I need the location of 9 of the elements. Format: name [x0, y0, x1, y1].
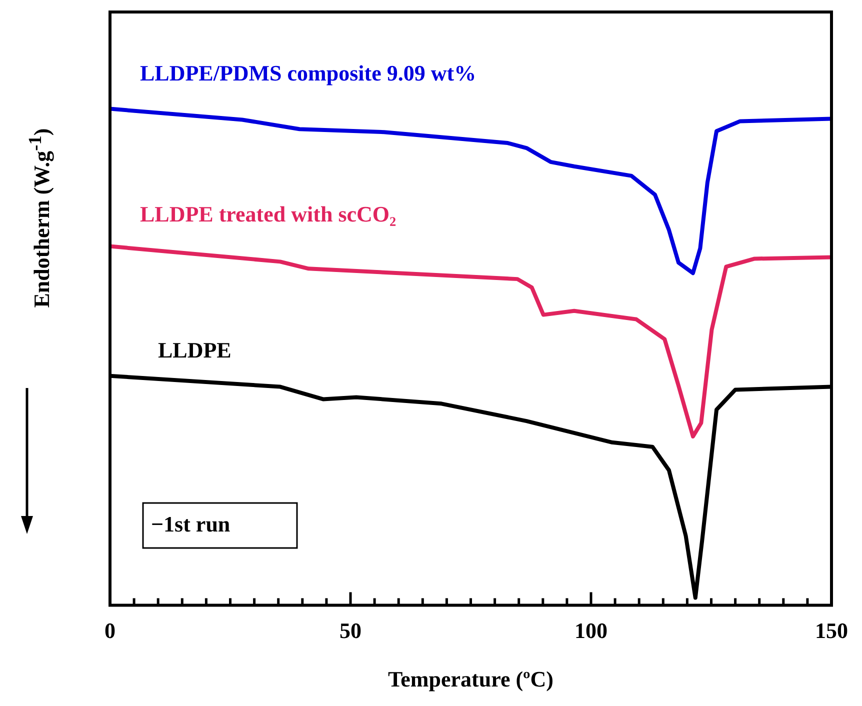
series-label: LLDPE/PDMS composite 9.09 wt% [140, 60, 476, 86]
series-label: LLDPE treated with scCO₂ [140, 202, 397, 227]
x-tick-label: 150 [815, 618, 848, 644]
x-tick-label: 50 [340, 618, 362, 644]
x-tick-label: 0 [104, 618, 116, 644]
series-label: LLDPE [158, 338, 232, 363]
x-tick-label: 100 [574, 618, 608, 644]
x-axis-title: Temperature (ºC) [388, 666, 554, 692]
annotation: −1st run [151, 512, 230, 537]
